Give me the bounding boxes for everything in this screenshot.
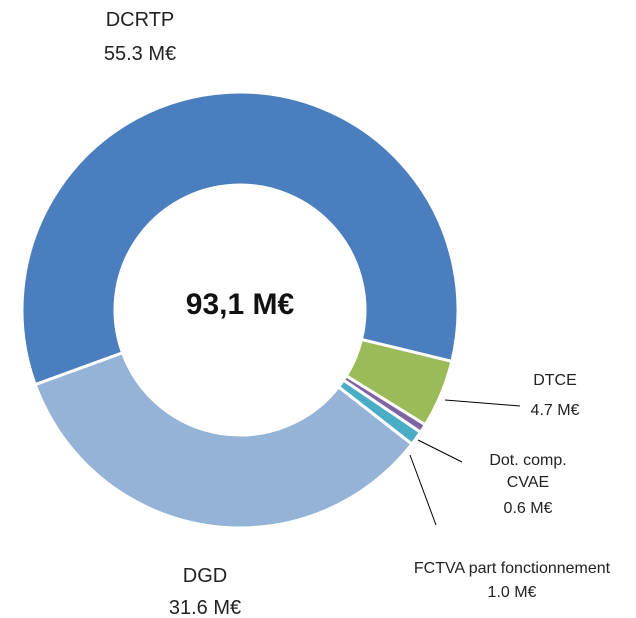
slice-label: DGD <box>182 565 228 587</box>
leader-line <box>409 454 437 526</box>
value-label: 31.6 M€ <box>168 597 242 618</box>
value-label: 55.3 M€ <box>103 43 177 65</box>
leader-line <box>417 439 463 463</box>
slice-label: DCRTP <box>105 9 175 31</box>
leader-line <box>444 399 521 407</box>
value-label: 4.7 M€ <box>530 402 580 419</box>
slice-label: FCTVA part fonctionnement <box>413 560 611 577</box>
slice-label: Dot. comp. CVAE <box>489 452 567 492</box>
value-label: 0.6 M€ <box>503 500 553 517</box>
donut-slice <box>33 350 415 530</box>
value-label: 1.0 M€ <box>487 584 537 601</box>
slice-label: DTCE <box>533 372 577 389</box>
center-label: 93,1 M€ <box>185 288 295 321</box>
donut-slice <box>20 90 460 387</box>
donut-slice <box>344 337 454 427</box>
